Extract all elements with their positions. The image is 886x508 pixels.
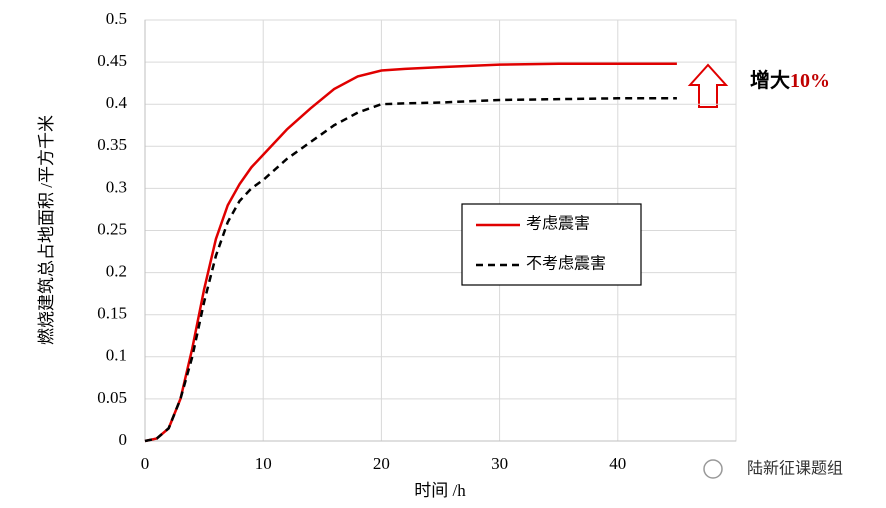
watermark: 陆新征课题组 [747,460,843,478]
series-line [144,97,677,443]
x-tick-label: 20 [373,454,390,473]
y-tick-label: 0.05 [97,388,127,407]
x-tick-label: 0 [141,454,150,473]
increase-arrow [687,63,729,108]
y-tick-label: 0.3 [106,177,127,196]
legend-label: 考虑震害 [526,215,590,233]
watermark-icon [703,459,723,479]
y-tick-label: 0.1 [106,346,127,365]
annotation-highlight: 10% [790,70,830,92]
y-tick-label: 0 [119,430,128,449]
x-tick-label: 30 [491,454,508,473]
x-tick-label: 10 [255,454,272,473]
legend-label: 不考虑震害 [526,255,606,273]
y-tick-label: 0.15 [97,304,127,323]
x-tick-label: 40 [609,454,626,473]
legend-box [461,203,642,286]
y-axis-label: 燃烧建筑总占地面积 /平方千米 [37,115,56,345]
annotation-text: 增大 [750,68,790,92]
y-tick-label: 0.35 [97,135,127,154]
y-tick-label: 0.2 [106,262,127,281]
y-tick-label: 0.45 [97,51,127,70]
y-tick-label: 0.4 [106,93,128,112]
x-axis-label: 时间 /h [414,481,466,500]
y-tick-label: 0.25 [97,219,127,238]
annotation: 增大10% [750,68,830,92]
y-tick-label: 0.5 [106,9,127,28]
